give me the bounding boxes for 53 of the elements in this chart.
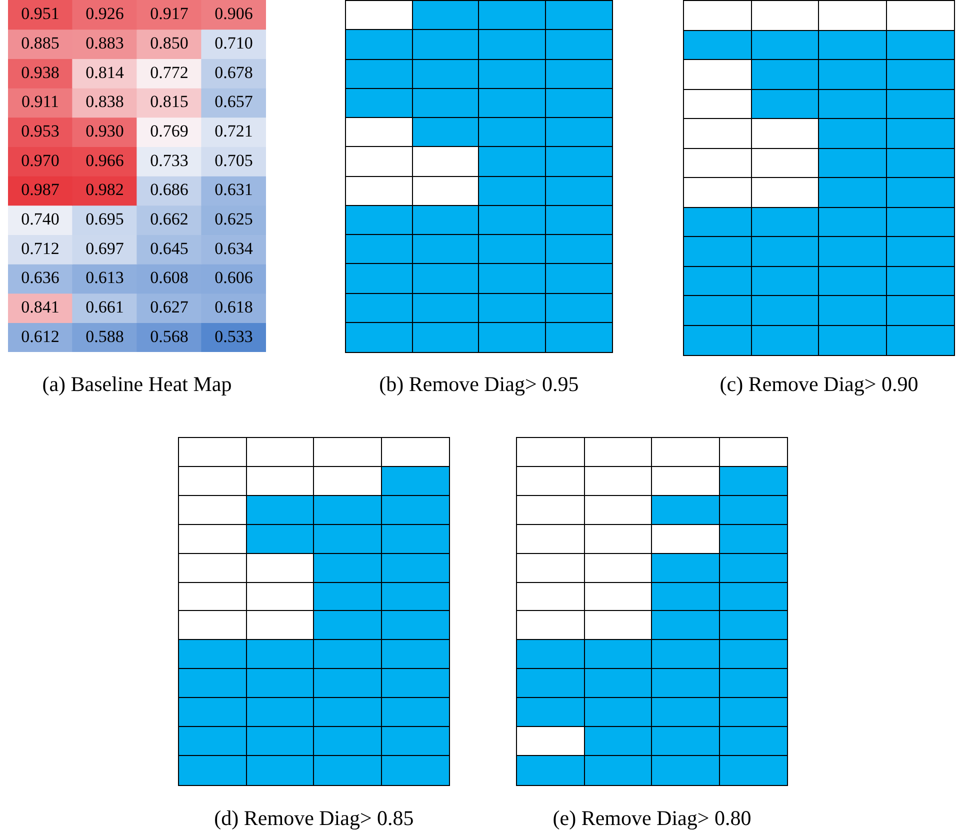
data-label: 0.966 [86, 150, 124, 170]
data-label: 0.815 [150, 92, 188, 112]
text: (a) Baseline Heat Map [41, 372, 233, 397]
data-label: 0.838 [86, 92, 124, 112]
data-label: 0.606 [214, 268, 253, 288]
data-label: 0.721 [214, 121, 253, 140]
data-label: 0.911 [21, 92, 60, 112]
data-label: 0.769 [150, 121, 188, 140]
data-label: 0.987 [21, 180, 60, 200]
data-label: 0.930 [86, 121, 124, 140]
data-label: 0.938 [21, 62, 60, 82]
data-label: 0.953 [21, 121, 60, 140]
data-label: 0.883 [86, 33, 124, 52]
data-label: 0.733 [150, 150, 188, 170]
data-label: 0.613 [86, 268, 124, 288]
data-label: 0.661 [86, 297, 124, 316]
data-label: 0.636 [21, 268, 60, 288]
data-label: 0.906 [214, 4, 253, 24]
data-label: 0.705 [214, 150, 253, 170]
data-label: 0.533 [214, 326, 253, 346]
data-label: 0.588 [86, 326, 124, 346]
data-label: 0.627 [150, 297, 189, 316]
data-label: 0.850 [150, 33, 188, 52]
data-label: 0.917 [150, 4, 189, 24]
data-label: 0.695 [86, 209, 124, 228]
text: (d) Remove Diag> 0.85 [213, 806, 415, 831]
data-label: 0.657 [214, 92, 254, 112]
data-label: 0.625 [214, 209, 253, 228]
data-label: 0.926 [86, 4, 124, 24]
data-label: 0.951 [21, 4, 60, 24]
text: (c) Remove Diag> 0.90 [718, 372, 920, 397]
data-label: 0.568 [150, 326, 188, 346]
data-label: 0.814 [86, 62, 124, 82]
data-label: 0.686 [150, 180, 188, 200]
data-label: 0.885 [21, 33, 60, 52]
data-label: 0.697 [86, 238, 124, 258]
data-label: 0.841 [21, 297, 60, 316]
data-label: 0.631 [214, 180, 253, 200]
data-label: 0.712 [21, 238, 60, 258]
data-label: 0.662 [150, 209, 188, 228]
data-label: 0.612 [21, 326, 60, 346]
data-label: 0.740 [21, 209, 60, 228]
data-label: 0.608 [150, 268, 188, 288]
data-label: 0.710 [214, 33, 253, 52]
data-label: 0.772 [150, 62, 188, 82]
data-label: 0.678 [214, 62, 253, 82]
data-label: 0.970 [21, 150, 60, 170]
data-label: 0.645 [150, 238, 188, 258]
text: (e) Remove Diag> 0.80 [552, 806, 752, 831]
data-label: 0.634 [214, 238, 254, 258]
data-label: 0.618 [214, 297, 253, 316]
text: (b) Remove Diag> 0.95 [378, 372, 580, 397]
data-label: 0.982 [86, 180, 124, 200]
